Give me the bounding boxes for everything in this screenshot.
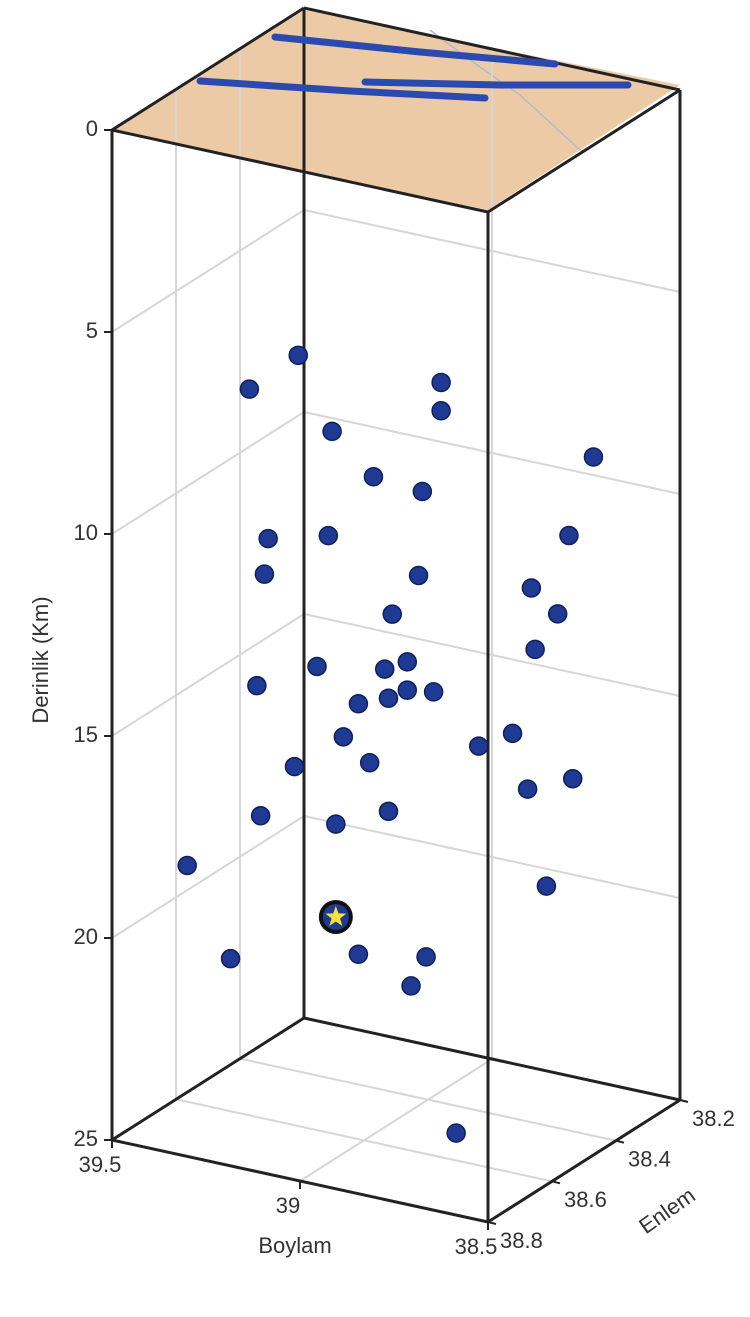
point [521, 578, 542, 598]
point [517, 779, 538, 799]
point [363, 467, 384, 487]
x-tick-label: 38.5 [455, 1234, 498, 1259]
x-tick-label: 39.5 [79, 1152, 122, 1177]
y-tick-label: 38.2 [692, 1106, 735, 1131]
grid-line [299, 1058, 493, 1182]
box-edge [487, 88, 681, 214]
point [536, 876, 557, 896]
point [177, 855, 197, 876]
grid-line [111, 613, 305, 737]
point [284, 756, 305, 777]
point [397, 680, 418, 700]
x-axis-label: Boylam [258, 1233, 331, 1258]
grid-line [111, 815, 305, 939]
point [250, 806, 271, 826]
tick-mark [551, 1180, 561, 1185]
point [378, 801, 399, 822]
fault-line [361, 78, 632, 89]
grid-line [111, 209, 305, 333]
point [382, 604, 402, 624]
point [423, 682, 444, 702]
x-tick-label: 39 [276, 1193, 300, 1218]
faults [196, 33, 632, 102]
point [416, 947, 436, 967]
grid-line [175, 1098, 553, 1183]
points [177, 345, 604, 1143]
point [378, 688, 399, 708]
tick-mark [615, 1139, 625, 1144]
box-edge [111, 6, 305, 132]
point [431, 400, 451, 421]
map-road [429, 29, 581, 151]
box-edge [303, 1016, 681, 1102]
point [258, 528, 278, 549]
point [348, 944, 369, 964]
point [374, 659, 395, 679]
point [348, 694, 369, 714]
point [318, 525, 339, 546]
point [562, 769, 583, 789]
z-tick-label: 10 [74, 520, 98, 545]
point [559, 525, 579, 546]
point [322, 421, 342, 442]
z-tick-label: 0 [86, 116, 98, 141]
y-tick-label: 38.4 [628, 1146, 671, 1171]
y-axis-label: Enlem [634, 1182, 699, 1238]
box [104, 6, 689, 1230]
y-tick-label: 38.6 [564, 1187, 607, 1212]
point [502, 723, 523, 744]
point [288, 345, 308, 366]
grid-line [111, 411, 305, 535]
map-surface [112, 10, 680, 210]
fault-line [196, 77, 489, 102]
point [401, 976, 421, 996]
point [397, 652, 418, 672]
fault-line [271, 33, 559, 68]
grid-line [239, 1057, 617, 1142]
point [307, 656, 327, 677]
z-axis-label: Derinlik (Km) [28, 596, 53, 723]
y-tick-label: 38.8 [500, 1228, 543, 1253]
point [468, 736, 489, 756]
z-tick-label: 20 [74, 924, 98, 949]
mainshock [318, 900, 353, 934]
point [525, 639, 545, 660]
point [408, 565, 429, 586]
point [547, 604, 568, 624]
point [583, 447, 604, 467]
point [412, 481, 433, 502]
point [446, 1123, 466, 1143]
box-edge [487, 1098, 681, 1224]
box-edge [111, 128, 489, 214]
point [333, 727, 354, 747]
point [254, 564, 275, 584]
box-edge [111, 1016, 305, 1142]
point [359, 753, 380, 773]
point [326, 814, 346, 834]
point [247, 675, 267, 696]
mainshock-star [325, 906, 347, 926]
z-tick-label: 25 [74, 1126, 98, 1151]
tick-mark [679, 1099, 689, 1103]
z-tick-label: 5 [86, 318, 98, 343]
box-edge [303, 6, 681, 92]
point [431, 372, 451, 393]
point [220, 948, 241, 969]
tick-mark [487, 1221, 497, 1225]
point [239, 379, 260, 399]
z-tick-label: 15 [74, 722, 98, 747]
